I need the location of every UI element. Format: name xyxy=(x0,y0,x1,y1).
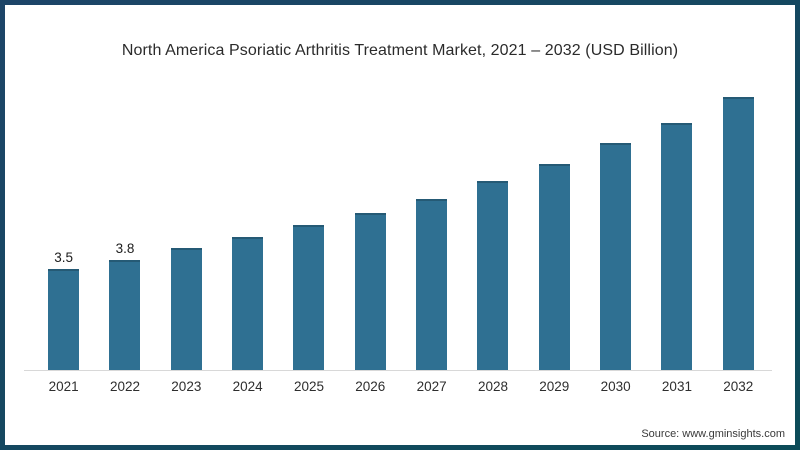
x-axis-label-2030: 2030 xyxy=(600,379,631,394)
x-axis-label-2027: 2027 xyxy=(416,379,447,394)
bar-2021 xyxy=(48,268,80,371)
x-axis-label-2024: 2024 xyxy=(232,379,263,394)
bar-value-label-2021: 3.5 xyxy=(54,249,74,265)
bar-slot-2027 xyxy=(401,198,462,371)
bar-slot-2032 xyxy=(708,96,769,371)
x-axis-line xyxy=(24,370,772,371)
chart-title: North America Psoriatic Arthritis Treatm… xyxy=(121,42,679,59)
x-axis-label-2025: 2025 xyxy=(293,379,324,394)
chart-canvas: North America Psoriatic Arthritis Treatm… xyxy=(5,5,795,445)
bar-2027 xyxy=(416,198,448,371)
bar-slot-2029 xyxy=(524,163,585,371)
x-axis-label-2028: 2028 xyxy=(477,379,508,394)
bar-slot-2021: 3.5 xyxy=(33,250,94,371)
source-credit: Source: www.gminsights.com xyxy=(641,428,785,440)
bar-slot-2025 xyxy=(278,225,339,371)
bar-2024 xyxy=(232,236,264,371)
bar-slot-2024 xyxy=(217,236,278,371)
bar-2026 xyxy=(354,213,386,371)
x-axis-label-2023: 2023 xyxy=(171,379,202,394)
bar-slot-2023 xyxy=(156,248,217,371)
bar-2025 xyxy=(293,225,325,371)
x-axis-label-2022: 2022 xyxy=(109,379,141,394)
bar-slot-2026 xyxy=(340,213,401,371)
x-axis-label-2029: 2029 xyxy=(539,379,570,394)
x-axis-labels: 2021 2022 2023 2024 2025 2026 2027 2028 2029 2030… xyxy=(33,379,769,394)
bar-slot-2022: 3.8 xyxy=(94,241,155,371)
bar-slot-2028 xyxy=(462,181,523,371)
bar-2032 xyxy=(722,96,754,371)
bar-2022 xyxy=(109,260,141,371)
bar-value-label-2022: 3.8 xyxy=(115,241,135,257)
bars-area: 3.5 3.8 xyxy=(33,96,769,371)
x-axis-label-2026: 2026 xyxy=(355,379,386,394)
bar-2030 xyxy=(600,143,632,371)
bar-2029 xyxy=(538,163,570,371)
bar-2031 xyxy=(661,122,693,371)
x-axis-label-2032: 2032 xyxy=(723,379,754,394)
x-axis-label-2031: 2031 xyxy=(661,379,692,394)
bar-2023 xyxy=(170,248,202,371)
bar-2028 xyxy=(477,181,509,371)
x-axis-label-2021: 2021 xyxy=(48,379,79,394)
bar-slot-2031 xyxy=(646,122,707,371)
bar-slot-2030 xyxy=(585,143,646,371)
